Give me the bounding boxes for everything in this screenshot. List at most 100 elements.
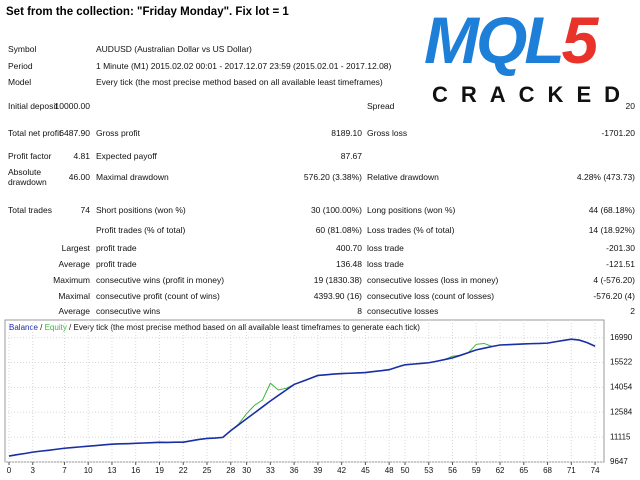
- field-label: loss trade: [367, 243, 404, 253]
- field-value: 4.81: [73, 151, 90, 161]
- legend-note: Every tick (the most precise method base…: [74, 323, 421, 332]
- x-tick-label: 53: [424, 466, 433, 475]
- x-tick-label: 28: [226, 466, 235, 475]
- legend-balance: Balance: [9, 323, 38, 332]
- field-label: profit trade: [96, 259, 137, 269]
- field-label: loss trade: [367, 259, 404, 269]
- field-value: -201.30: [606, 243, 635, 253]
- field-label: AUDUSD (Australian Dollar vs US Dollar): [96, 44, 252, 54]
- field-value: 20: [625, 101, 635, 111]
- field-label: 1 Minute (M1) 2015.02.02 00:01 - 2017.12…: [96, 61, 392, 71]
- field-label: Relative drawdown: [367, 172, 439, 182]
- x-tick-label: 68: [543, 466, 552, 475]
- x-tick-label: 30: [242, 466, 251, 475]
- field-label: Expected payoff: [96, 151, 157, 161]
- x-tick-label: 10: [84, 466, 93, 475]
- x-tick-label: 13: [108, 466, 117, 475]
- field-value: 400.70: [336, 243, 362, 253]
- field-value: 46.00: [68, 172, 90, 182]
- x-tick-label: 74: [591, 466, 600, 475]
- x-tick-label: 42: [337, 466, 346, 475]
- logo-main-text: MQL: [424, 3, 565, 77]
- field-prefix: Maximal: [58, 291, 90, 301]
- field-value: 44 (68.18%): [588, 205, 635, 215]
- field-label: Symbol: [8, 44, 37, 54]
- field-label: Total net profit: [8, 128, 62, 138]
- x-tick-label: 36: [290, 466, 299, 475]
- field-prefix: Average: [58, 306, 90, 316]
- field-label: Gross profit: [96, 128, 140, 138]
- x-tick-label: 45: [361, 466, 370, 475]
- x-tick-label: 16: [131, 466, 140, 475]
- field-label: Long positions (won %): [367, 205, 456, 215]
- x-tick-label: 59: [472, 466, 481, 475]
- field-label: Gross loss: [367, 128, 408, 138]
- x-tick-label: 56: [448, 466, 457, 475]
- field-label: Initial deposit: [8, 101, 58, 111]
- field-value: 19 (1830.38): [313, 275, 362, 285]
- field-prefix: Average: [58, 259, 90, 269]
- field-value: -121.51: [606, 259, 635, 269]
- field-value: 576.20 (3.38%): [303, 172, 362, 182]
- field-label: Every tick (the most precise method base…: [96, 77, 383, 87]
- field-label: consecutive loss (count of losses): [367, 291, 495, 301]
- x-tick-label: 65: [519, 466, 528, 475]
- logo-accent: 5: [561, 3, 599, 77]
- field-label: Model: [8, 77, 32, 87]
- field-value: 4 (-576.20): [593, 275, 635, 285]
- field-label: Absolute drawdown: [8, 167, 47, 187]
- x-tick-label: 7: [62, 466, 67, 475]
- legend-separator: /: [38, 323, 45, 332]
- field-label: Spread: [367, 101, 395, 111]
- legend-equity: Equity: [45, 323, 67, 332]
- field-value: 4.28% (473.73): [576, 172, 635, 182]
- field-value: -1701.20: [601, 128, 635, 138]
- field-label: profit trade: [96, 243, 137, 253]
- field-value: 87.67: [340, 151, 362, 161]
- y-tick-label: 12584: [610, 407, 633, 416]
- x-tick-label: 33: [266, 466, 275, 475]
- logo: MQL5: [424, 2, 599, 78]
- x-tick-label: 19: [155, 466, 164, 475]
- field-prefix: Largest: [61, 243, 90, 253]
- field-label: consecutive wins: [96, 306, 161, 316]
- field-value: 2: [630, 306, 635, 316]
- field-value: 74: [80, 205, 90, 215]
- field-label: consecutive profit (count of wins): [96, 291, 220, 301]
- x-tick-label: 22: [179, 466, 188, 475]
- x-tick-label: 25: [203, 466, 212, 475]
- y-tick-label: 16990: [610, 333, 633, 342]
- y-tick-label: 15522: [610, 358, 633, 367]
- x-tick-label: 3: [31, 466, 36, 475]
- field-value: 10000.00: [54, 101, 90, 111]
- report-title: Set from the collection: "Friday Monday"…: [6, 6, 289, 18]
- field-value: -576.20 (4): [593, 291, 635, 301]
- legend: Balance / Equity / Every tick (the most …: [9, 323, 420, 332]
- field-value: 136.48: [336, 259, 362, 269]
- x-tick-label: 62: [496, 466, 505, 475]
- x-tick-label: 39: [313, 466, 322, 475]
- series-line: [8, 338, 596, 457]
- field-value: 14 (18.92%): [588, 225, 635, 235]
- field-value: 60 (81.08%): [315, 225, 362, 235]
- field-value: 6487.90: [59, 128, 90, 138]
- field-label: consecutive wins (profit in money): [96, 275, 225, 285]
- x-tick-label: 0: [7, 466, 12, 475]
- field-label: Loss trades (% of total): [367, 225, 455, 235]
- y-tick-label: 14054: [610, 383, 633, 392]
- field-prefix: Maximum: [53, 275, 90, 285]
- field-label: Maximal drawdown: [96, 172, 169, 182]
- field-value: 30 (100.00%): [310, 205, 362, 215]
- x-tick-label: 48: [385, 466, 394, 475]
- x-tick-label: 71: [567, 466, 576, 475]
- chart-frame: [4, 319, 605, 463]
- field-label: Profit factor: [8, 151, 52, 161]
- legend-separator: /: [67, 323, 74, 332]
- field-label: Total trades: [8, 205, 52, 215]
- field-value: 4393.90 (16): [313, 291, 362, 301]
- y-tick-label: 9647: [610, 457, 628, 466]
- y-tick-label: 11115: [610, 432, 631, 441]
- field-label: Period: [8, 61, 33, 71]
